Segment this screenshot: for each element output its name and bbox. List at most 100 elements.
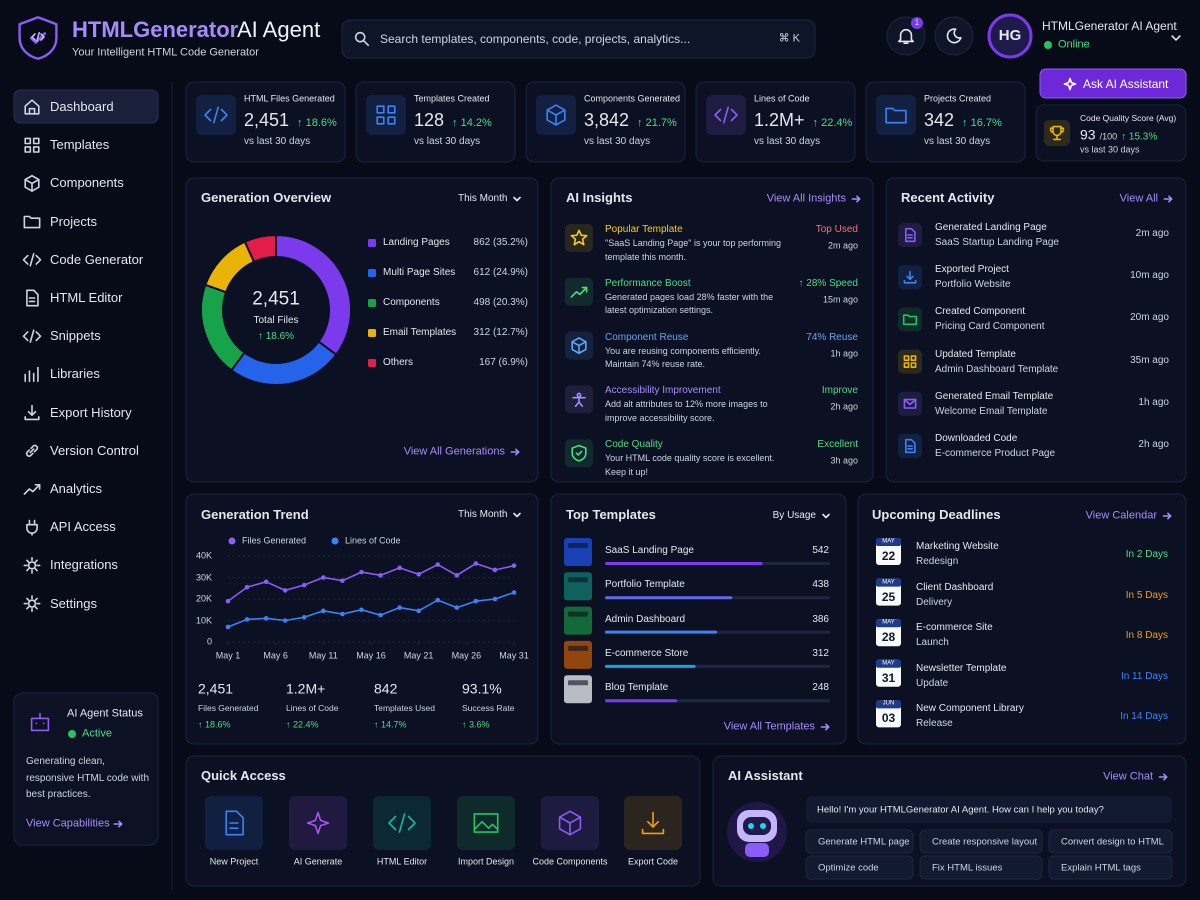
stat-change: ↑ 15.3% [1121,131,1158,143]
nav-item[interactable]: API Access [50,519,116,535]
suggestion[interactable]: Optimize code [818,861,879,873]
icon [388,813,416,833]
suggestion-chip[interactable] [919,829,1043,854]
period-select[interactable]: This Month [458,193,508,204]
suggestion[interactable]: Fix HTML issues [932,861,1003,873]
template-usage: 386 [812,613,829,625]
icon [571,444,587,462]
icon-stroke [220,108,228,122]
point [244,617,250,622]
icon-stroke [40,33,45,41]
quick-label[interactable]: AI Generate [293,856,343,867]
link[interactable]: View All Generations [403,445,505,458]
search-placeholder: Search templates, components, code, proj… [380,31,691,46]
icon [513,196,521,202]
stat-value: 93 [1080,126,1096,143]
ask-button-label[interactable]: Ask AI Assistant [1083,76,1169,91]
theme-toggle[interactable] [934,16,974,56]
legend-label: Multi Page Sites [383,267,456,278]
nav-item[interactable]: Code Generator [50,252,144,267]
suggestion[interactable]: Generate HTML page [818,835,910,847]
deadline-title: E-commerce Site [916,622,993,634]
insight-tag: ↑ 28% Speed [798,277,859,289]
nav-item[interactable]: Export History [50,404,132,420]
point [397,605,402,610]
point [473,561,479,566]
quick-label[interactable]: HTML Editor [376,856,428,867]
nav-item[interactable]: Components [50,175,124,191]
icon-stroke [23,215,41,229]
link[interactable]: View All Insights [766,192,846,205]
suggestion[interactable]: Explain HTML tags [1061,861,1141,873]
deadline-subtitle: Delivery [916,596,953,608]
icon-stroke [1171,35,1181,41]
icon-stroke [825,723,830,731]
suggestion[interactable]: Create responsive layout [932,835,1038,847]
point [492,567,498,573]
suggestion-chip[interactable] [805,855,914,880]
user-status: Online [1058,38,1090,51]
avatar[interactable] [987,13,1033,59]
nav-item[interactable]: Projects [50,213,97,229]
sort-select[interactable]: By Usage [772,510,816,521]
suggestion-chip[interactable] [1048,829,1173,854]
nav-item[interactable]: Templates [50,137,110,153]
quick-label[interactable]: Code Components [532,856,608,867]
point [282,588,288,593]
icon-stroke [570,229,588,246]
stat-value-row: 2,451 ↑ 18.6% [244,110,337,132]
suggestion[interactable]: Convert design to HTML [1061,835,1164,847]
activity-time: 20m ago [1130,312,1169,324]
quick-tile[interactable] [289,796,347,850]
agent-status-link[interactable]: View Capabilities [26,817,110,830]
icon [1063,77,1077,91]
ask-button[interactable] [1039,68,1187,99]
link[interactable]: View Chat [1103,770,1153,783]
icon [822,513,830,519]
point [321,608,326,614]
icon-stroke [24,137,32,145]
icon-stroke [1063,77,1077,91]
nav-item[interactable]: Version Control [50,443,139,458]
suggestion-chip[interactable] [805,829,914,854]
nav-item[interactable]: Dashboard [50,99,114,115]
icon [905,227,916,243]
insight-text: Your HTML code quality score is excellen… [605,453,775,477]
nav-item[interactable]: Integrations [50,557,118,573]
activity-title: Created Component [935,306,1026,318]
nav-item[interactable]: Analytics [50,481,103,497]
stat-value: 128 [414,110,445,131]
quick-label[interactable]: Export Code [627,856,679,867]
nav-item[interactable]: Libraries [50,366,100,382]
search-box[interactable] [341,19,816,59]
calendar-top [876,578,901,587]
point [321,575,326,580]
insight-time: 15m ago [822,294,858,305]
activity-title: Downloaded Code [935,433,1018,444]
nav-item[interactable]: HTML Editor [50,290,123,306]
legend-dot [331,537,339,545]
quick-label[interactable]: New Project [209,856,259,867]
quick-tile[interactable] [457,796,515,850]
icon-stroke [388,815,397,831]
stat-change: ↑ 21.7% [637,117,677,130]
period-select[interactable]: This Month [458,509,508,520]
suggestion-chip[interactable] [919,855,1043,880]
summary-value: 1.2M+ [286,680,326,697]
panel-title: Upcoming Deadlines [872,507,1001,523]
nav-item[interactable]: Snippets [50,328,101,344]
nav-item[interactable]: Settings [50,595,97,611]
status-dot [1044,41,1052,49]
link[interactable]: View All [1119,192,1158,205]
calendar-month: MAY [882,619,895,626]
insight-tag: Excellent [817,439,858,451]
avatar-initials: HG [998,27,1022,44]
suggestion-chip[interactable] [1048,855,1173,880]
legend-label: Components [383,297,440,308]
icon-stroke [571,444,587,462]
quick-label[interactable]: Import Design [457,856,515,867]
legend-swatch [368,269,376,277]
link[interactable]: View All Templates [723,720,815,733]
link[interactable]: View Calendar [1085,509,1157,522]
icon-stroke [407,815,416,831]
